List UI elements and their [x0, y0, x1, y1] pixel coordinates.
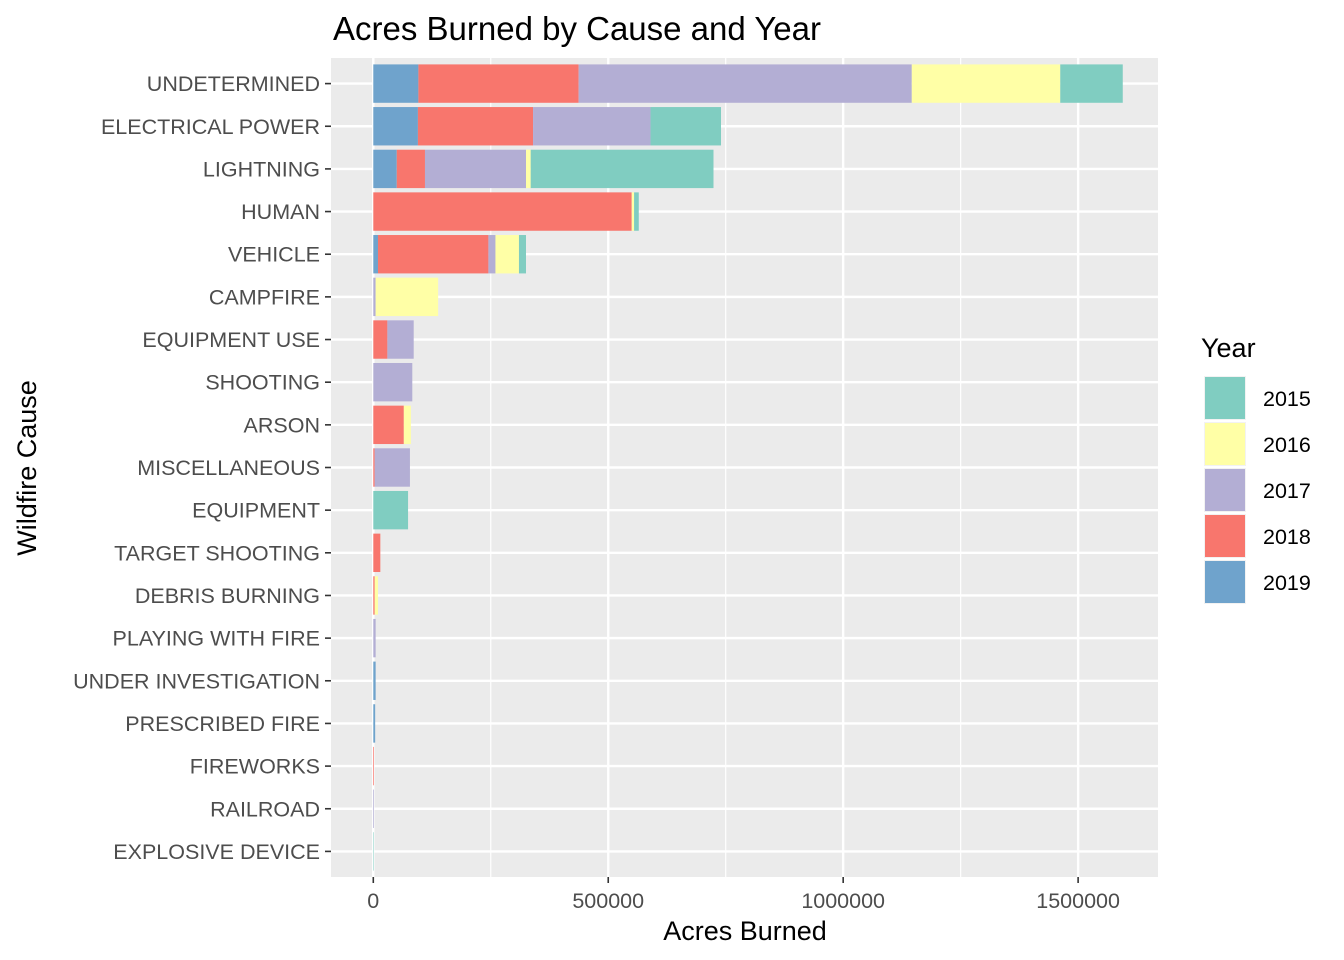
legend-key-2017 — [1205, 469, 1245, 511]
x-tick-label: 500000 — [572, 889, 644, 913]
y-tick-label: HUMAN — [241, 200, 320, 224]
legend-label: 2016 — [1263, 433, 1311, 457]
bar-segment-2016 — [374, 576, 378, 615]
y-tick-label: RAILROAD — [210, 797, 320, 821]
bar-segment-2015 — [1060, 64, 1123, 103]
bar-segment-2017 — [373, 277, 376, 317]
y-tick-label: SHOOTING — [205, 371, 320, 395]
bar-segment-2018 — [377, 235, 489, 274]
x-tick-label: 0 — [367, 889, 379, 913]
legend: Year 2015 2016 2017 2018 2019 — [1201, 333, 1311, 604]
legend-key-2015 — [1205, 377, 1245, 419]
bar-segment-2018 — [396, 149, 425, 189]
bar-segment-2017 — [488, 235, 496, 274]
legend-title: Year — [1201, 333, 1256, 363]
y-tick-label: EXPLOSIVE DEVICE — [113, 840, 320, 864]
legend-label: 2019 — [1263, 571, 1311, 595]
chart-title: Acres Burned by Cause and Year — [333, 10, 821, 47]
bar-segment-2018 — [373, 192, 632, 231]
bar-segment-2019 — [373, 107, 418, 146]
y-tick-label: EQUIPMENT USE — [142, 328, 320, 352]
y-tick-label: VEHICLE — [228, 243, 320, 267]
legend-key-2016 — [1205, 423, 1245, 465]
y-tick-label: EQUIPMENT — [192, 499, 320, 523]
bar-segment-2018 — [373, 746, 374, 786]
legend-key-2018 — [1205, 515, 1245, 557]
y-tick-label: MISCELLANEOUS — [137, 456, 320, 480]
bar-segment-2019 — [373, 64, 419, 103]
bar-segment-2017 — [374, 448, 410, 487]
bar-segment-2017 — [373, 362, 413, 402]
y-tick-label: TARGET SHOOTING — [114, 541, 320, 565]
bar-segment-2018 — [418, 64, 579, 103]
bar-segment-2015 — [518, 235, 527, 274]
legend-key-2019 — [1205, 561, 1245, 603]
bar-segment-2017 — [387, 320, 414, 359]
y-tick-label: UNDETERMINED — [147, 72, 320, 96]
bar-segment-2017 — [578, 64, 912, 103]
x-tick-label: 1500000 — [1036, 889, 1120, 913]
y-tick-label: DEBRIS BURNING — [135, 584, 320, 608]
y-tick-label: FIREWORKS — [190, 755, 320, 779]
legend-label: 2018 — [1263, 525, 1311, 549]
y-tick-label: UNDER INVESTIGATION — [73, 669, 320, 693]
bar-segment-2018 — [373, 448, 375, 487]
bar-segment-2017 — [424, 149, 527, 189]
bar-segment-2015 — [530, 149, 714, 189]
bar-segment-2015 — [650, 107, 722, 146]
bar-segment-2015 — [634, 192, 639, 231]
x-tick-label: 1000000 — [801, 889, 885, 913]
bar-segment-2018 — [417, 107, 534, 146]
bar-segment-2016 — [375, 277, 439, 317]
y-tick-label: ARSON — [244, 413, 320, 437]
x-axis: 0 500000 1000000 1500000 — [367, 877, 1120, 913]
bar-segment-2016 — [526, 149, 531, 189]
bar-segment-2017 — [533, 107, 651, 146]
bar-segment-2015 — [373, 832, 374, 871]
bar-segment-2019 — [373, 235, 378, 274]
bars — [373, 64, 1123, 871]
y-tick-label: CAMPFIRE — [209, 285, 320, 309]
y-axis: UNDETERMINED ELECTRICAL POWER LIGHTNING HUM… — [73, 72, 331, 864]
legend-label: 2015 — [1263, 387, 1311, 411]
y-tick-label: PRESCRIBED FIRE — [125, 712, 320, 736]
x-axis-title: Acres Burned — [663, 916, 827, 946]
bar-segment-2016 — [911, 64, 1061, 103]
y-tick-label: LIGHTNING — [203, 157, 320, 181]
y-axis-title: Wildfire Cause — [12, 380, 42, 556]
bar-segment-2018 — [373, 576, 375, 615]
y-tick-label: PLAYING WITH FIRE — [113, 627, 320, 651]
bar-segment-2019 — [373, 661, 376, 700]
bar-segment-2016 — [631, 192, 635, 231]
bar-segment-2015 — [373, 490, 409, 530]
bar-segment-2018 — [373, 533, 381, 573]
legend-label: 2017 — [1263, 479, 1311, 503]
bar-segment-2018 — [373, 320, 388, 359]
bar-segment-2019 — [373, 704, 376, 743]
bar-segment-2018 — [373, 405, 404, 445]
bar-segment-2016 — [403, 405, 411, 445]
bar-segment-2017 — [373, 789, 374, 828]
bar-segment-2017 — [373, 618, 376, 658]
bar-segment-2016 — [495, 235, 519, 274]
y-tick-label: ELECTRICAL POWER — [101, 115, 320, 139]
bar-segment-2019 — [373, 149, 397, 189]
